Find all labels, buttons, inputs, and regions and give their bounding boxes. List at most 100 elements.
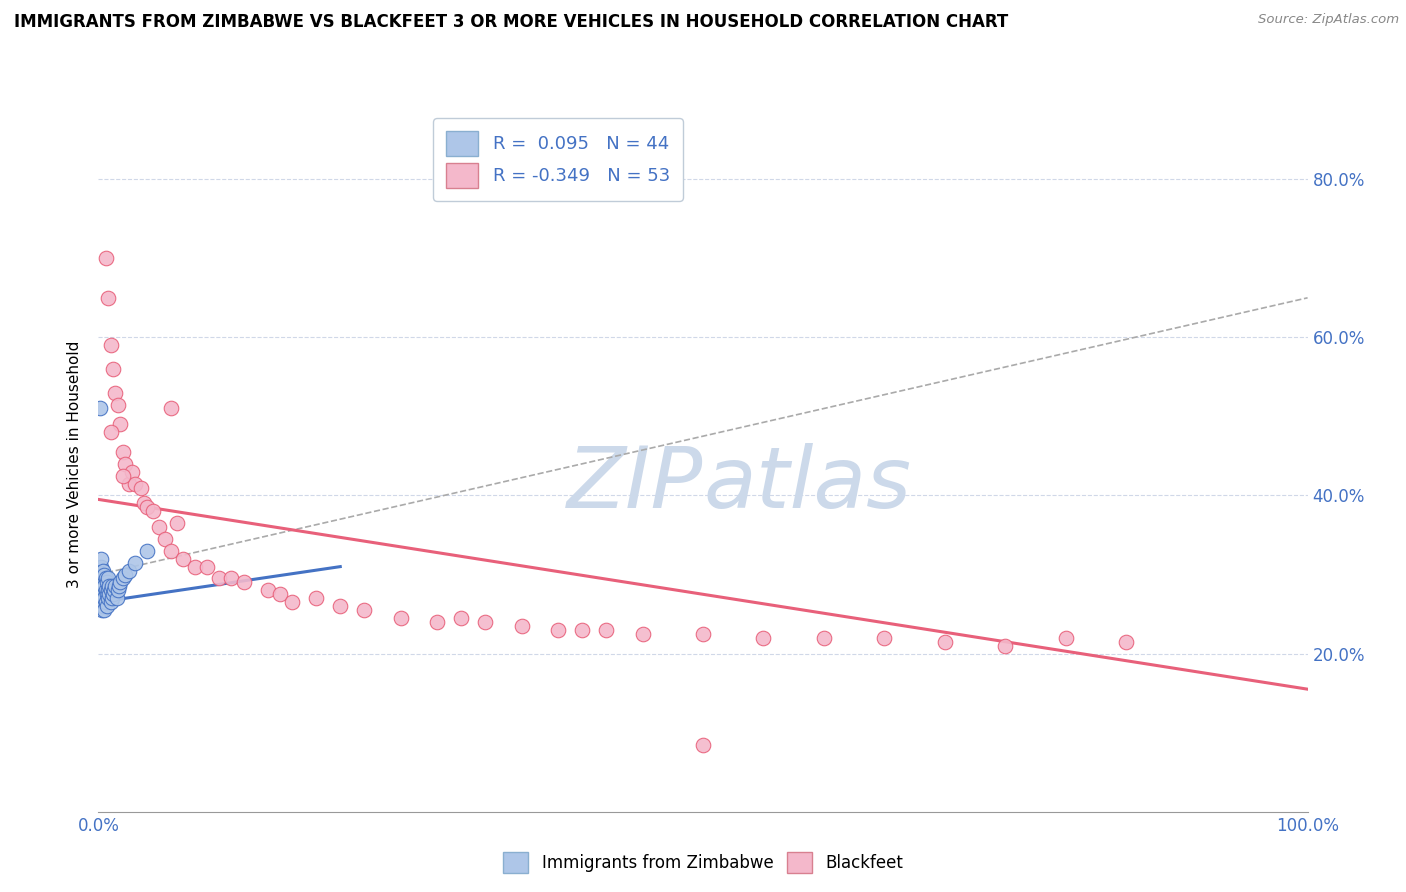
Point bbox=[107, 583, 129, 598]
Point bbox=[166, 516, 188, 530]
Point bbox=[118, 476, 141, 491]
Point bbox=[281, 595, 304, 609]
Point bbox=[101, 362, 124, 376]
Point bbox=[232, 575, 254, 590]
Point bbox=[103, 583, 125, 598]
Point bbox=[100, 595, 122, 609]
Point bbox=[97, 572, 120, 586]
Point bbox=[595, 623, 617, 637]
Point bbox=[94, 252, 117, 266]
Point bbox=[108, 417, 131, 432]
Point bbox=[100, 425, 122, 440]
Legend: R =  0.095   N = 44, R = -0.349   N = 53: R = 0.095 N = 44, R = -0.349 N = 53 bbox=[433, 118, 683, 201]
Point bbox=[934, 634, 956, 648]
Point bbox=[813, 631, 835, 645]
Y-axis label: 3 or more Vehicles in Household: 3 or more Vehicles in Household bbox=[67, 340, 83, 588]
Point bbox=[547, 623, 569, 637]
Point bbox=[94, 583, 117, 598]
Point bbox=[91, 587, 114, 601]
Point bbox=[96, 587, 118, 601]
Point bbox=[142, 504, 165, 518]
Point bbox=[91, 575, 114, 590]
Point bbox=[104, 579, 127, 593]
Point bbox=[135, 543, 157, 558]
Point bbox=[90, 559, 112, 574]
Point bbox=[90, 551, 112, 566]
Point bbox=[98, 587, 121, 601]
Point bbox=[184, 559, 207, 574]
Point bbox=[111, 468, 134, 483]
Point bbox=[571, 623, 593, 637]
Point bbox=[305, 591, 328, 606]
Point bbox=[510, 619, 533, 633]
Point bbox=[256, 583, 278, 598]
Point bbox=[172, 551, 194, 566]
Point bbox=[93, 591, 115, 606]
Point bbox=[89, 583, 111, 598]
Point bbox=[91, 579, 114, 593]
Point bbox=[104, 385, 127, 400]
Point bbox=[93, 579, 115, 593]
Point bbox=[135, 500, 157, 515]
Point bbox=[100, 579, 122, 593]
Text: IMMIGRANTS FROM ZIMBABWE VS BLACKFEET 3 OR MORE VEHICLES IN HOUSEHOLD CORRELATIO: IMMIGRANTS FROM ZIMBABWE VS BLACKFEET 3 … bbox=[14, 13, 1008, 31]
Point bbox=[93, 567, 115, 582]
Point bbox=[208, 572, 231, 586]
Point bbox=[96, 599, 118, 614]
Point bbox=[426, 615, 449, 629]
Point bbox=[124, 556, 146, 570]
Point bbox=[692, 738, 714, 752]
Point bbox=[100, 583, 122, 598]
Point bbox=[129, 481, 152, 495]
Point bbox=[124, 476, 146, 491]
Point bbox=[114, 567, 136, 582]
Point bbox=[100, 591, 122, 606]
Point bbox=[93, 603, 115, 617]
Point bbox=[873, 631, 896, 645]
Point bbox=[100, 338, 122, 352]
Point bbox=[97, 583, 120, 598]
Legend: Immigrants from Zimbabwe, Blackfeet: Immigrants from Zimbabwe, Blackfeet bbox=[496, 846, 910, 880]
Point bbox=[101, 587, 124, 601]
Point bbox=[148, 520, 170, 534]
Point bbox=[91, 603, 114, 617]
Point bbox=[91, 591, 114, 606]
Text: ZIP: ZIP bbox=[567, 443, 703, 526]
Point bbox=[107, 398, 129, 412]
Point bbox=[97, 291, 120, 305]
Point bbox=[111, 572, 134, 586]
Point bbox=[91, 599, 114, 614]
Point bbox=[160, 401, 183, 416]
Point bbox=[353, 603, 375, 617]
Text: Source: ZipAtlas.com: Source: ZipAtlas.com bbox=[1258, 13, 1399, 27]
Point bbox=[752, 631, 775, 645]
Point bbox=[94, 572, 117, 586]
Point bbox=[91, 567, 114, 582]
Point bbox=[118, 564, 141, 578]
Point bbox=[269, 587, 291, 601]
Point bbox=[94, 595, 117, 609]
Point bbox=[195, 559, 218, 574]
Point bbox=[121, 465, 143, 479]
Point bbox=[329, 599, 352, 614]
Point bbox=[134, 496, 156, 510]
Point bbox=[1115, 634, 1137, 648]
Point bbox=[97, 591, 120, 606]
Point bbox=[221, 572, 243, 586]
Point bbox=[96, 575, 118, 590]
Point bbox=[474, 615, 496, 629]
Point bbox=[160, 543, 183, 558]
Point bbox=[105, 591, 128, 606]
Point bbox=[111, 445, 134, 459]
Point bbox=[108, 579, 131, 593]
Point bbox=[114, 457, 136, 471]
Point bbox=[98, 579, 121, 593]
Point bbox=[994, 639, 1017, 653]
Point bbox=[108, 575, 131, 590]
Point bbox=[90, 572, 112, 586]
Point bbox=[692, 627, 714, 641]
Point bbox=[389, 611, 412, 625]
Point bbox=[450, 611, 472, 625]
Point bbox=[153, 532, 176, 546]
Text: atlas: atlas bbox=[703, 443, 911, 526]
